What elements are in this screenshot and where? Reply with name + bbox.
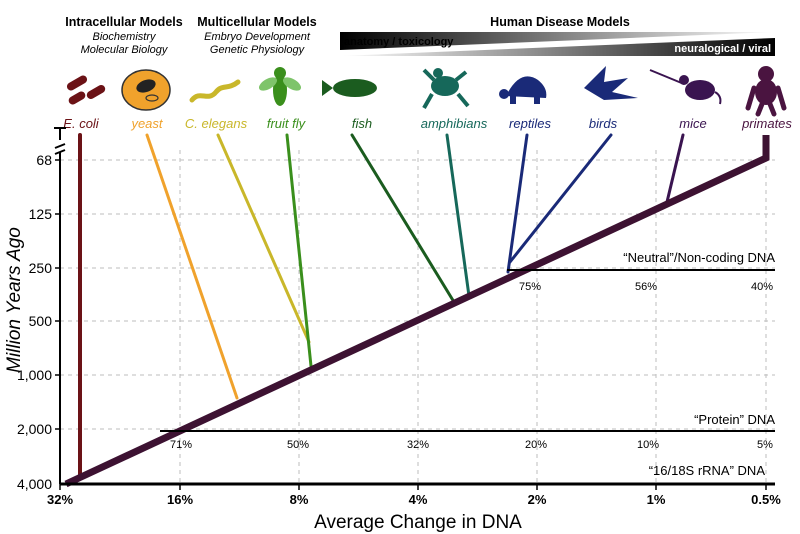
x-tick-label: 0.5% <box>751 492 781 507</box>
organism-label: E. coli <box>63 116 100 131</box>
neutral-tick-label: 40% <box>751 281 773 293</box>
protein-tick-label: 50% <box>287 439 309 451</box>
branch-reptiles <box>506 133 529 274</box>
mouse-icon <box>649 69 722 105</box>
organism-label: mice <box>679 116 706 131</box>
y-tick-label: 2,000 <box>17 421 52 437</box>
organism-label: birds <box>589 116 618 131</box>
neutral-tick-label: 75% <box>519 281 541 293</box>
organism-label: C. elegans <box>185 116 248 131</box>
branch-birds <box>508 133 613 264</box>
protein-tick-label: 32% <box>407 439 429 451</box>
branch-fruit-fly <box>285 133 313 368</box>
y-tick-label: 1,000 <box>17 367 52 383</box>
y-tick-label: 68 <box>36 152 52 168</box>
axis-break-mark <box>54 143 66 149</box>
fish-icon <box>322 79 377 97</box>
worm-icon <box>189 79 241 103</box>
category-title-intracellular: Intracellular Models <box>65 15 182 29</box>
branch-mice <box>665 133 685 204</box>
branch-fish <box>350 133 456 304</box>
anatomy-gradient-wedge <box>340 32 775 50</box>
y-tick-label: 250 <box>29 260 53 276</box>
category-subtitle: Genetic Physiology <box>210 44 306 56</box>
organism-label: yeast <box>130 116 163 131</box>
neutral-tick-label: 56% <box>635 281 657 293</box>
horizontal-grid <box>60 159 775 430</box>
rrna-scale-label: “16/18S rRNA” DNA <box>649 463 766 478</box>
protein-tick-label: 10% <box>637 439 659 451</box>
y-tick-label: 4,000 <box>17 476 52 492</box>
protein-scale-label: “Protein” DNA <box>694 412 775 427</box>
protein-tick-label: 5% <box>757 439 773 451</box>
branch-c-elegans <box>216 133 311 344</box>
y-tick-label: 125 <box>29 206 53 222</box>
category-subtitle: Biochemistry <box>93 31 157 43</box>
x-axis-ticks <box>59 484 767 490</box>
x-tick-label: 1% <box>647 492 666 507</box>
branch-lines <box>78 133 685 480</box>
branch-amphibians <box>445 133 471 298</box>
category-title-human: Human Disease Models <box>490 15 630 29</box>
organism-labels: E. coli yeast C. elegans fruit fly fish … <box>63 116 792 131</box>
x-tick-label: 8% <box>290 492 309 507</box>
x-tick-label: 4% <box>409 492 428 507</box>
organism-label: fish <box>352 116 372 131</box>
organism-label: amphibians <box>421 116 488 131</box>
x-tick-label: 16% <box>167 492 193 507</box>
y-axis-title: Million Years Ago <box>4 227 25 373</box>
protein-tick-label: 71% <box>170 439 192 451</box>
yeast-icon <box>121 69 171 111</box>
axis-break-mark <box>54 149 66 155</box>
fly-icon <box>258 67 302 106</box>
frog-icon <box>422 68 470 109</box>
category-subtitle: Molecular Biology <box>81 44 169 56</box>
x-tick-label: 2% <box>528 492 547 507</box>
bird-icon <box>584 66 638 100</box>
organism-label: fruit fly <box>267 116 307 131</box>
neutral-scale-label: “Neutral”/Non-coding DNA <box>623 250 775 265</box>
x-axis-title: Average Change in DNA <box>314 512 522 533</box>
y-tick-label: 500 <box>29 313 53 329</box>
anatomy-gradient-label: anatomy / toxicology <box>344 36 454 48</box>
category-title-multicellular: Multicellular Models <box>197 15 317 29</box>
y-axis-ticks <box>55 159 60 430</box>
evolution-trunk <box>64 135 770 488</box>
primate-icon <box>745 66 787 117</box>
category-subtitle: Embryo Development <box>204 31 311 43</box>
bacteria-icon <box>66 75 106 105</box>
organism-label: primates <box>741 116 792 131</box>
organism-label: reptiles <box>509 116 551 131</box>
neuro-gradient-wedge <box>340 38 775 56</box>
branch-yeast <box>145 133 239 400</box>
neuro-gradient-label: neuralogical / viral <box>674 43 771 55</box>
x-tick-label: 32% <box>47 492 73 507</box>
turtle-icon <box>499 76 547 104</box>
protein-tick-label: 20% <box>525 439 547 451</box>
